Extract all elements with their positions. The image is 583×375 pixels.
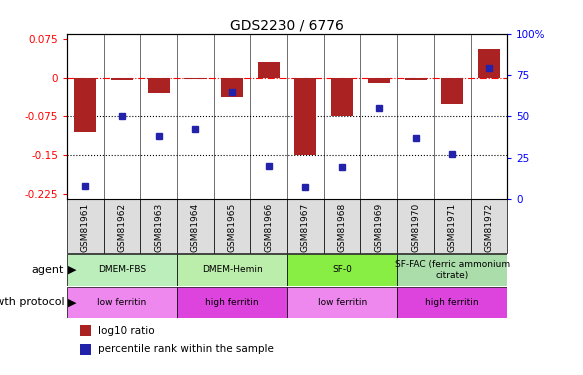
Title: GDS2230 / 6776: GDS2230 / 6776 xyxy=(230,19,344,33)
FancyBboxPatch shape xyxy=(287,199,324,253)
FancyBboxPatch shape xyxy=(397,199,434,253)
Text: SF-0: SF-0 xyxy=(332,265,352,274)
FancyBboxPatch shape xyxy=(360,199,397,253)
Bar xyxy=(441,78,463,104)
Text: GSM81963: GSM81963 xyxy=(154,203,163,252)
Text: GSM81971: GSM81971 xyxy=(448,203,456,252)
Text: ▶: ▶ xyxy=(68,265,77,275)
Text: GSM81968: GSM81968 xyxy=(338,203,347,252)
Bar xyxy=(258,62,280,78)
Text: SF-FAC (ferric ammonium
citrate): SF-FAC (ferric ammonium citrate) xyxy=(395,260,510,279)
Bar xyxy=(67,286,177,318)
Text: GSM81961: GSM81961 xyxy=(81,203,90,252)
Text: log10 ratio: log10 ratio xyxy=(98,326,154,336)
Text: agent: agent xyxy=(31,265,64,275)
Text: DMEM-FBS: DMEM-FBS xyxy=(98,265,146,274)
Bar xyxy=(75,78,96,132)
FancyBboxPatch shape xyxy=(251,199,287,253)
Bar xyxy=(177,286,287,318)
FancyBboxPatch shape xyxy=(214,199,251,253)
Bar xyxy=(67,254,177,286)
Bar xyxy=(397,254,507,286)
Text: DMEM-Hemin: DMEM-Hemin xyxy=(202,265,262,274)
Bar xyxy=(287,254,397,286)
Text: low ferritin: low ferritin xyxy=(318,298,367,307)
Bar xyxy=(111,78,133,80)
Text: GSM81972: GSM81972 xyxy=(484,203,493,252)
Text: ▶: ▶ xyxy=(68,297,77,307)
Text: GSM81966: GSM81966 xyxy=(264,203,273,252)
Bar xyxy=(147,78,170,93)
Text: low ferritin: low ferritin xyxy=(97,298,147,307)
Bar xyxy=(478,49,500,78)
Text: GSM81967: GSM81967 xyxy=(301,203,310,252)
FancyBboxPatch shape xyxy=(104,199,141,253)
Text: growth protocol: growth protocol xyxy=(0,297,64,307)
Text: GSM81962: GSM81962 xyxy=(118,203,127,252)
Text: percentile rank within the sample: percentile rank within the sample xyxy=(98,344,274,354)
Bar xyxy=(368,78,390,83)
FancyBboxPatch shape xyxy=(324,199,360,253)
Bar xyxy=(184,78,206,79)
Text: GSM81969: GSM81969 xyxy=(374,203,384,252)
Text: GSM81964: GSM81964 xyxy=(191,203,200,252)
Bar xyxy=(294,78,317,155)
Bar xyxy=(221,78,243,97)
FancyBboxPatch shape xyxy=(470,199,507,253)
FancyBboxPatch shape xyxy=(141,199,177,253)
Bar xyxy=(397,286,507,318)
Bar xyxy=(177,254,287,286)
Bar xyxy=(287,286,397,318)
Bar xyxy=(331,78,353,116)
Text: high ferritin: high ferritin xyxy=(426,298,479,307)
FancyBboxPatch shape xyxy=(67,199,104,253)
FancyBboxPatch shape xyxy=(177,199,214,253)
FancyBboxPatch shape xyxy=(434,199,470,253)
Text: GSM81970: GSM81970 xyxy=(411,203,420,252)
Text: GSM81965: GSM81965 xyxy=(227,203,237,252)
Text: high ferritin: high ferritin xyxy=(205,298,259,307)
Bar xyxy=(80,344,92,355)
Bar xyxy=(405,78,427,80)
Bar xyxy=(80,325,92,336)
